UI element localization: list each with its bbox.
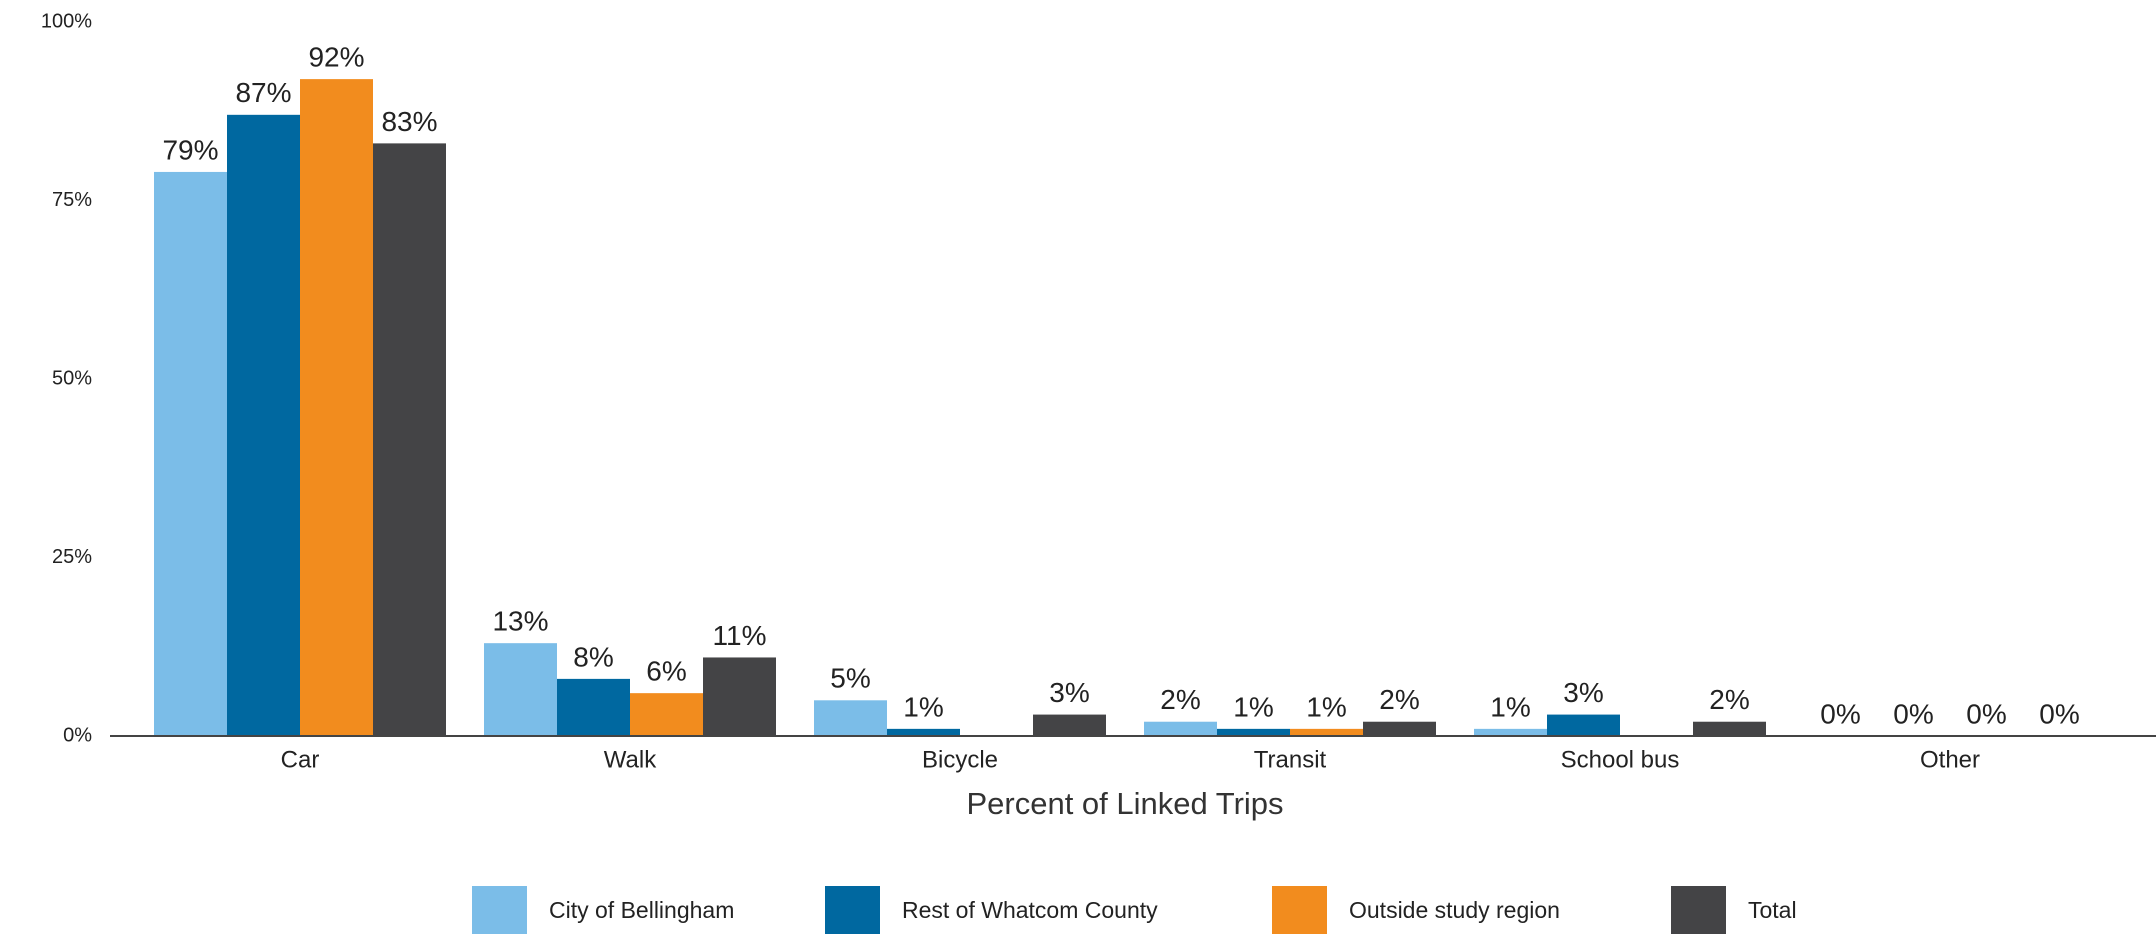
data-label: 1% (1233, 691, 1273, 722)
data-label: 79% (162, 134, 218, 165)
data-label: 92% (308, 42, 364, 73)
data-label: 11% (713, 620, 767, 651)
legend-swatch (1671, 886, 1726, 934)
data-label: 83% (381, 106, 437, 137)
bar (154, 171, 227, 736)
y-tick-label: 75% (52, 189, 92, 211)
bar (1363, 721, 1436, 736)
bar (1474, 728, 1547, 736)
data-label: 5% (830, 663, 870, 694)
x-tick-label: Bicycle (922, 746, 998, 773)
data-label: 1% (903, 691, 943, 722)
data-label: 87% (235, 77, 291, 108)
bar (484, 643, 557, 736)
bar (630, 693, 703, 736)
bar (1547, 714, 1620, 736)
data-label: 13% (492, 606, 548, 637)
legend-label: Outside study region (1349, 897, 1560, 923)
data-label: 1% (1306, 691, 1346, 722)
data-label: 3% (1563, 677, 1603, 708)
bar (1290, 728, 1363, 736)
bar (300, 79, 373, 737)
x-tick-label: Walk (604, 746, 657, 773)
data-label: 0% (1893, 698, 1933, 729)
x-tick-label: Car (281, 746, 320, 773)
bar (1217, 728, 1290, 736)
y-tick-label: 100% (41, 10, 92, 32)
legend-swatch (472, 886, 527, 934)
bar (1144, 721, 1217, 736)
data-label: 0% (1966, 698, 2006, 729)
y-tick-label: 0% (63, 724, 92, 746)
data-label: 2% (1709, 684, 1749, 715)
bar (373, 143, 446, 736)
x-tick-label: Other (1920, 746, 1980, 773)
bar (703, 657, 776, 736)
bar (557, 678, 630, 736)
data-label: 0% (1820, 698, 1860, 729)
legend-swatch (1272, 886, 1327, 934)
x-tick-label: School bus (1561, 746, 1680, 773)
data-label: 1% (1490, 691, 1530, 722)
legend-label: City of Bellingham (549, 897, 734, 923)
y-tick-label: 50% (52, 367, 92, 389)
bar (1693, 721, 1766, 736)
data-label: 2% (1160, 684, 1200, 715)
bar (1033, 714, 1106, 736)
x-tick-label: Transit (1254, 746, 1327, 773)
legend-label: Rest of Whatcom County (902, 897, 1158, 923)
data-label: 0% (2039, 698, 2079, 729)
data-label: 2% (1379, 684, 1419, 715)
bar (227, 114, 300, 736)
y-tick-label: 25% (52, 546, 92, 568)
bar (814, 700, 887, 736)
data-label: 3% (1049, 677, 1089, 708)
x-axis-title: Percent of Linked Trips (966, 786, 1283, 821)
data-label: 8% (573, 641, 613, 672)
data-label: 6% (646, 656, 686, 687)
bar (887, 728, 960, 736)
legend-label: Total (1748, 897, 1797, 923)
legend-swatch (825, 886, 880, 934)
